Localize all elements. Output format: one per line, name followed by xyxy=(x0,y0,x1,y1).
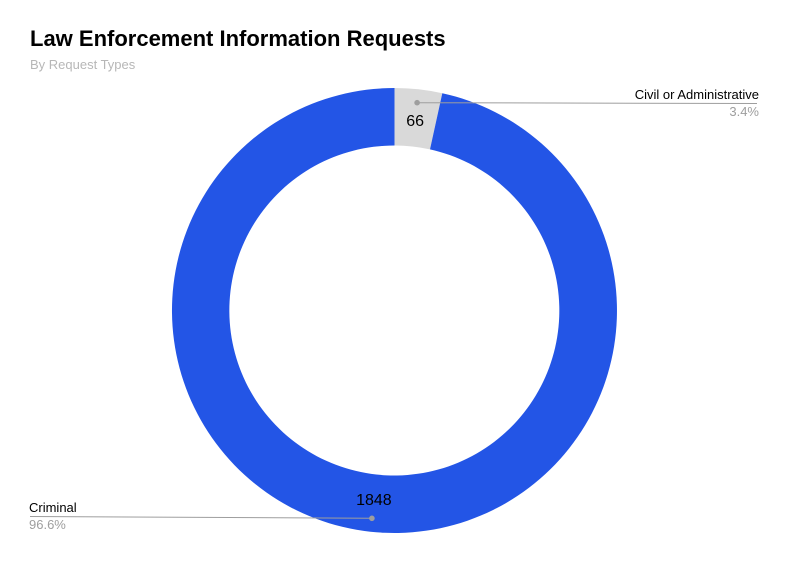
slice-value-label: 66 xyxy=(406,113,424,130)
callout-criminal: Criminal 96.6% xyxy=(29,501,77,532)
callout-line xyxy=(29,516,372,519)
callout-criminal-percent: 96.6% xyxy=(29,517,66,532)
callout-civil-percent: 3.4% xyxy=(729,104,759,119)
callout-civil-label: Civil or Administrative xyxy=(634,87,759,102)
callout-criminal-label: Criminal xyxy=(29,500,77,515)
chart-subtitle: By Request Types xyxy=(30,57,136,72)
callout-line xyxy=(417,102,758,104)
callout-dot xyxy=(369,515,375,522)
chart-title: Law Enforcement Information Requests xyxy=(30,26,446,51)
slice-civil-or-administrative[interactable] xyxy=(394,88,443,150)
callout-dot xyxy=(414,99,420,106)
slice-criminal[interactable] xyxy=(171,88,617,533)
callout-civil-or-administrative: Civil or Administrative 3.4% xyxy=(635,88,759,119)
slice-value-label: 1848 xyxy=(356,492,392,509)
